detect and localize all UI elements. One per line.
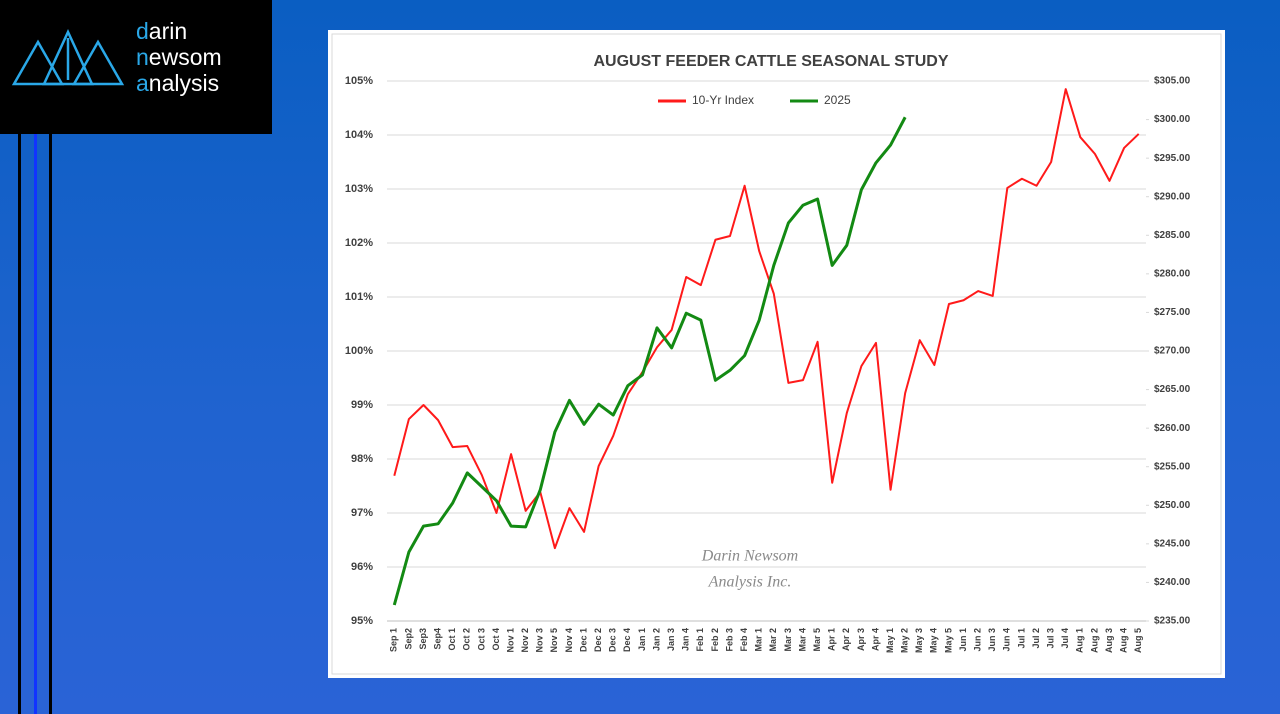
y2-tick-label: $250.00 (1154, 500, 1191, 511)
logo-mark (11, 29, 125, 86)
x-tick-label: Sep4 (432, 628, 442, 650)
x-tick-label: May 3 (914, 628, 924, 653)
x-tick-label: Feb 3 (724, 628, 734, 652)
logo-word: darin (136, 18, 188, 44)
x-tick-label: Nov 2 (520, 628, 530, 653)
x-tick-label: Apr 4 (870, 628, 880, 651)
x-tick-label: Nov 1 (505, 628, 515, 653)
y2-tick-label: $255.00 (1154, 461, 1191, 472)
y2-tick-label: $260.00 (1154, 423, 1191, 434)
chart-title: AUGUST FEEDER CATTLE SEASONAL STUDY (594, 53, 949, 70)
y2-tick-label: $300.00 (1154, 114, 1191, 125)
y-tick-label: 105% (345, 75, 373, 87)
x-tick-label: Feb 2 (710, 628, 720, 652)
x-tick-label: Apr 2 (841, 628, 851, 651)
x-tick-label: Jun 2 (973, 628, 983, 652)
x-tick-label: Dec 3 (608, 628, 618, 652)
chart: AUGUST FEEDER CATTLE SEASONAL STUDY 95% 9… (331, 33, 1222, 675)
x-tick-label: Feb 1 (695, 628, 705, 652)
series-line (392, 116, 907, 606)
x-tick-label: Mar 1 (754, 628, 764, 652)
x-tick-label: Aug 3 (1104, 628, 1114, 653)
x-tick-label: Apr 3 (856, 628, 866, 651)
decor-line (49, 134, 52, 714)
x-tick-label: Sep3 (418, 628, 428, 650)
x-tick-label: Mar 3 (783, 628, 793, 652)
watermark: Analysis Inc. (708, 574, 792, 591)
x-tick-label: Jun 3 (987, 628, 997, 652)
x-tick-label: May 2 (900, 628, 910, 653)
logo-text: darin newsom analysis (136, 18, 222, 96)
x-tick-label: Jan 1 (637, 628, 647, 651)
x-tick-label: Jun 1 (958, 628, 968, 652)
x-tick-label: Jan 2 (651, 628, 661, 651)
x-tick-label: Jan 4 (681, 628, 691, 651)
chart-panel: AUGUST FEEDER CATTLE SEASONAL STUDY 95% 9… (328, 30, 1225, 678)
series-line (393, 88, 1140, 550)
x-tick-label: Aug 1 (1075, 628, 1085, 653)
x-tick-label: Dec 4 (622, 628, 632, 652)
x-tick-label: Apr 1 (827, 628, 837, 651)
y-tick-label: 103% (345, 183, 373, 195)
x-tick-label: May 4 (929, 628, 939, 653)
x-tick-label: Sep 1 (389, 628, 399, 652)
y2-tick-label: $285.00 (1154, 230, 1191, 241)
y-tick-label: 95% (351, 615, 373, 627)
x-tick-label: May 1 (885, 628, 895, 653)
y-tick-label: 96% (351, 561, 373, 573)
y-tick-label: 99% (351, 399, 373, 411)
y-tick-label: 98% (351, 453, 373, 465)
y-tick-label: 104% (345, 129, 373, 141)
legend-label: 10-Yr Index (692, 93, 754, 107)
y2-tick-label: $295.00 (1154, 153, 1191, 164)
y-tick-label: 102% (345, 237, 373, 249)
watermark: Darin Newsom (701, 548, 798, 565)
x-tick-label: Aug 5 (1133, 628, 1143, 653)
y-tick-label: 97% (351, 507, 373, 519)
x-tick-label: Mar 4 (797, 628, 807, 652)
legend-label: 2025 (824, 93, 851, 107)
x-tick-label: Oct 1 (447, 628, 457, 651)
x-tick-label: Jul 1 (1016, 628, 1026, 649)
x-tick-label: Jan 3 (666, 628, 676, 651)
y2-tick-label: $235.00 (1154, 616, 1191, 627)
y-tick-label: 101% (345, 291, 373, 303)
x-tick-label: Mar 5 (812, 628, 822, 652)
y2-tick-label: $290.00 (1154, 191, 1191, 202)
x-tick-label: Aug 4 (1118, 628, 1128, 653)
y-tick-label: 100% (345, 345, 373, 357)
x-tick-label: Nov 4 (564, 628, 574, 653)
decor-line (34, 134, 37, 714)
y2-tick-label: $270.00 (1154, 346, 1191, 357)
x-tick-label: Mar 2 (768, 628, 778, 652)
x-tick-label: Dec 2 (593, 628, 603, 652)
y2-tick-label: $240.00 (1154, 577, 1191, 588)
x-tick-label: Sep2 (403, 628, 413, 650)
y2-tick-label: $245.00 (1154, 538, 1191, 549)
x-tick-label: Oct 4 (491, 628, 501, 651)
x-tick-label: Feb 4 (739, 628, 749, 652)
x-tick-label: Oct 2 (462, 628, 472, 651)
x-tick-label: Dec 1 (578, 628, 588, 652)
x-tick-label: Jul 4 (1060, 628, 1070, 649)
logo: darin newsom analysis (0, 0, 272, 134)
y2-tick-label: $280.00 (1154, 268, 1191, 279)
x-tick-label: Jul 3 (1046, 628, 1056, 649)
logo-word: newsom (136, 44, 222, 70)
y2-tick-label: $305.00 (1154, 76, 1191, 87)
x-tick-label: Nov 3 (535, 628, 545, 653)
x-tick-label: Nov 5 (549, 628, 559, 653)
logo-word: analysis (136, 70, 220, 96)
x-tick-label: Jun 4 (1002, 628, 1012, 652)
y2-tick-label: $265.00 (1154, 384, 1191, 395)
chart-border (331, 33, 1222, 675)
x-tick-label: May 5 (943, 628, 953, 653)
decor-line (18, 134, 21, 714)
y2-tick-label: $275.00 (1154, 307, 1191, 318)
x-tick-label: Aug 2 (1089, 628, 1099, 653)
x-tick-label: Jul 2 (1031, 628, 1041, 649)
x-tick-label: Oct 3 (476, 628, 486, 651)
